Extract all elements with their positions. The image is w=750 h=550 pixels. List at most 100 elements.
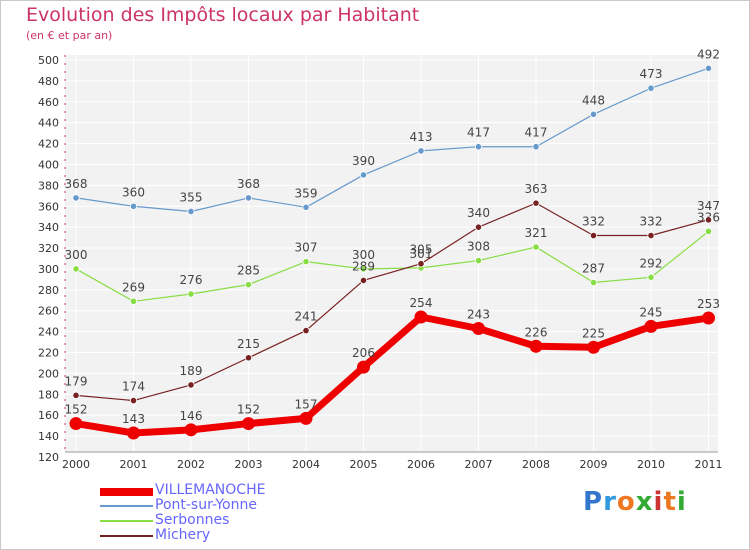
data-label-serbonnes: 287: [582, 262, 605, 276]
data-point-pont-sur-yonne: [244, 194, 253, 202]
data-point-pont-sur-yonne: [187, 207, 195, 216]
data-label-villemanoche: 253: [697, 297, 720, 311]
data-point-michery: [302, 326, 310, 335]
data-point-pont-sur-yonne: [302, 203, 310, 211]
legend-item-michery: Michery: [100, 527, 360, 543]
data-label-michery: 340: [467, 206, 490, 220]
data-label-villemanoche: 226: [525, 325, 548, 339]
data-point-serbonnes: [302, 258, 310, 266]
legend-label-villemanoche: VILLEMANOCHE: [155, 482, 266, 498]
data-label-serbonnes: 300: [65, 248, 88, 262]
data-point-serbonnes: [72, 265, 80, 273]
data-label-michery: 332: [640, 215, 663, 229]
data-point-michery: [647, 231, 655, 240]
data-label-villemanoche: 143: [122, 412, 145, 426]
x-tick-label: 2002: [177, 458, 205, 471]
data-point-pont-sur-yonne: [647, 84, 655, 92]
x-tick-label: 2008: [522, 458, 550, 471]
data-point-villemanoche: [472, 321, 485, 335]
data-label-villemanoche: 225: [582, 326, 605, 340]
data-point-serbonnes: [647, 273, 655, 281]
data-point-villemanoche: [414, 310, 428, 324]
data-point-serbonnes: [187, 290, 195, 298]
data-label-serbonnes: 300: [352, 248, 375, 262]
data-label-villemanoche: 152: [237, 403, 260, 417]
data-point-serbonnes: [474, 256, 483, 265]
legend-swatch-villemanoche: [100, 488, 153, 496]
data-label-serbonnes: 321: [525, 226, 548, 240]
data-label-michery: 174: [122, 380, 145, 394]
y-tick-label: 140: [38, 430, 59, 443]
legend-label-pont-sur-yonne: Pont-sur-Yonne: [155, 497, 257, 513]
y-tick-label: 180: [38, 388, 59, 401]
data-label-pont-sur-yonne: 360: [122, 185, 145, 199]
x-tick-label: 2006: [407, 458, 435, 471]
data-point-serbonnes: [704, 227, 713, 235]
data-label-villemanoche: 254: [410, 296, 433, 310]
y-tick-label: 200: [38, 367, 59, 380]
x-tick-label: 2005: [350, 458, 378, 471]
data-label-villemanoche: 157: [295, 397, 318, 411]
chart-title: Evolution des Impôts locaux par Habitant: [26, 4, 420, 26]
data-label-pont-sur-yonne: 368: [237, 177, 260, 191]
data-label-pont-sur-yonne: 473: [640, 67, 663, 81]
legend-label-michery: Michery: [155, 527, 211, 543]
data-label-pont-sur-yonne: 417: [525, 126, 548, 140]
data-point-villemanoche: [242, 417, 255, 431]
x-tick-label: 2003: [235, 458, 263, 471]
legend-swatch-serbonnes: [100, 520, 153, 522]
data-label-serbonnes: 301: [410, 247, 433, 261]
data-point-pont-sur-yonne: [129, 202, 138, 210]
y-tick-label: 160: [38, 409, 59, 422]
logo-letter: i: [653, 487, 664, 517]
y-tick-label: 280: [38, 284, 59, 297]
data-label-pont-sur-yonne: 448: [582, 93, 605, 107]
data-label-michery: 241: [295, 310, 318, 324]
logo-letter: r: [603, 487, 617, 517]
legend-swatch-michery: [100, 535, 153, 537]
y-tick-label: 380: [38, 179, 59, 192]
series-line-serbonnes: [75, 230, 709, 302]
legend-swatch-pont-sur-yonne: [100, 505, 153, 507]
data-label-pont-sur-yonne: 492: [697, 47, 720, 61]
data-label-michery: 179: [65, 374, 88, 388]
data-label-serbonnes: 308: [467, 240, 490, 254]
data-label-pont-sur-yonne: 368: [65, 177, 88, 191]
logo-letter: x: [635, 487, 654, 517]
data-label-villemanoche: 245: [640, 305, 663, 319]
y-tick-label: 320: [38, 242, 59, 255]
data-point-pont-sur-yonne: [417, 147, 425, 155]
data-label-pont-sur-yonne: 417: [467, 126, 490, 140]
x-tick-label: 2007: [465, 458, 493, 471]
data-point-serbonnes: [532, 243, 540, 251]
y-tick-label: 240: [38, 326, 59, 339]
data-label-pont-sur-yonne: 359: [295, 186, 318, 200]
chart-subtitle: (en € et par an): [26, 29, 113, 42]
data-point-villemanoche: [587, 340, 600, 354]
data-point-pont-sur-yonne: [532, 143, 540, 151]
data-point-michery: [129, 396, 138, 405]
logo-letter: i: [676, 487, 687, 517]
data-label-villemanoche: 152: [65, 403, 88, 417]
data-label-michery: 363: [525, 182, 548, 196]
data-point-michery: [589, 231, 598, 240]
legend-item-serbonnes: Serbonnes: [100, 512, 360, 528]
x-tick-label: 2001: [120, 458, 148, 471]
data-label-serbonnes: 292: [640, 256, 663, 270]
y-tick-label: 300: [38, 263, 59, 276]
data-point-pont-sur-yonne: [474, 143, 483, 151]
proxiti-logo: Proxiti: [583, 487, 687, 517]
data-point-serbonnes: [129, 297, 138, 305]
y-tick-label: 420: [38, 138, 59, 151]
data-label-serbonnes: 269: [122, 280, 145, 294]
y-tick-label: 260: [38, 305, 59, 318]
x-tick-label: 2010: [637, 458, 665, 471]
data-point-serbonnes: [244, 281, 253, 289]
y-tick-label: 220: [38, 347, 59, 360]
data-point-pont-sur-yonne: [359, 171, 368, 179]
data-point-pont-sur-yonne: [589, 110, 598, 118]
data-label-villemanoche: 243: [467, 307, 490, 321]
data-point-michery: [187, 381, 195, 389]
data-label-michery: 215: [237, 337, 260, 351]
legend-item-pont-sur-yonne: Pont-sur-Yonne: [100, 497, 360, 513]
